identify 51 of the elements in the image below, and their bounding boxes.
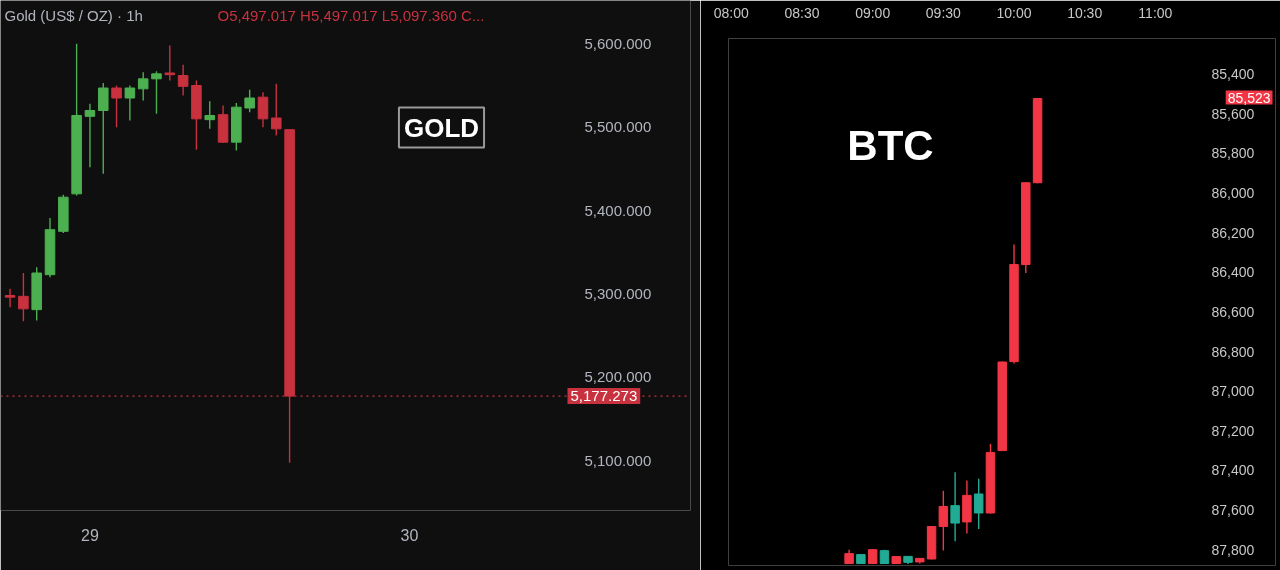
y-tick-label: 85,600 <box>1211 105 1255 122</box>
candlestick <box>257 91 269 128</box>
candlestick <box>18 272 29 323</box>
annotation: 85,523 <box>1227 89 1271 106</box>
candlestick <box>204 100 216 130</box>
y-tick-label: 5,600.000 <box>584 34 652 52</box>
x-tick-label: 30 <box>400 526 419 544</box>
candlestick <box>124 84 136 122</box>
x-tick-label: 09:00 <box>855 4 891 21</box>
x-tick-label: 08:30 <box>784 4 820 21</box>
y-tick-label: 86,400 <box>1211 264 1255 281</box>
y-tick-label: 87,000 <box>1211 383 1255 400</box>
y-tick-label: 85,800 <box>1211 145 1255 162</box>
candlestick <box>84 103 96 168</box>
x-tick-label: 29 <box>81 526 99 544</box>
y-tick-label: 86,000 <box>1211 185 1255 202</box>
candlestick <box>950 471 960 543</box>
x-tick-label: 11:00 <box>1138 4 1173 21</box>
x-tick-label: 10:00 <box>996 4 1032 21</box>
y-tick-label: 86,600 <box>1211 303 1255 320</box>
y-tick-label: 87,400 <box>1211 462 1255 479</box>
y-tick-label: 87,600 <box>1211 502 1255 519</box>
candlestick <box>177 63 189 97</box>
y-tick-label: 5,400.000 <box>584 201 652 219</box>
x-tick-label: 09:30 <box>925 4 962 21</box>
candlestick <box>270 83 282 137</box>
y-tick-label: 5,300.000 <box>584 284 652 302</box>
candlestick <box>4 288 16 308</box>
candlestick <box>97 82 109 175</box>
y-tick-label: 85,400 <box>1211 66 1255 83</box>
ref-line-label: 5,177.273 <box>570 387 638 405</box>
x-tick-label: 08:00 <box>713 4 750 21</box>
candlestick <box>973 478 984 530</box>
candlestick <box>938 490 949 552</box>
candlestick <box>151 70 162 115</box>
y-tick-label: 5,500.000 <box>584 118 652 136</box>
candlestick <box>244 88 255 113</box>
y-tick-label: 87,200 <box>1211 422 1255 439</box>
y-tick-label: 87,800 <box>1211 541 1255 558</box>
annotation: BTC <box>847 122 934 169</box>
candlestick <box>164 44 176 82</box>
y-tick-label: 86,200 <box>1211 224 1255 241</box>
candlestick <box>111 84 122 128</box>
x-tick-label: 10:30 <box>1067 4 1103 21</box>
chart-title: Gold (US$ / OZ) · 1h <box>4 7 143 24</box>
y-tick-label: 86,800 <box>1211 343 1255 360</box>
candlestick <box>137 71 149 102</box>
chart-subtitle: O5,497.017 H5,497.017 L5,097.360 C... <box>217 7 485 24</box>
y-tick-label: 5,100.000 <box>584 451 652 469</box>
annotation: GOLD <box>403 112 480 143</box>
y-tick-label: 5,200.000 <box>584 368 652 386</box>
